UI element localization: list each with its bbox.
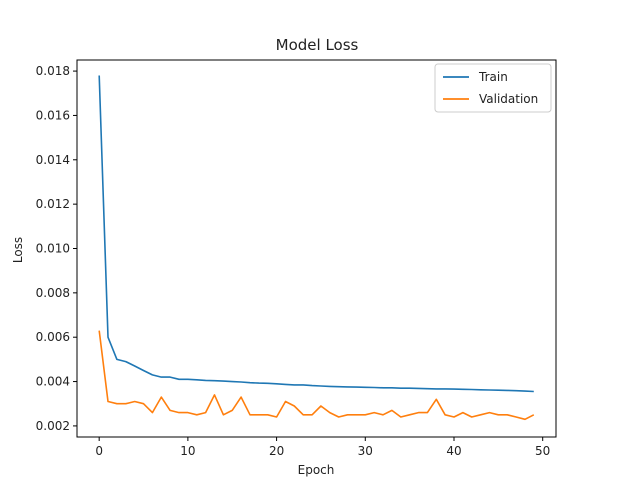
series-line-train xyxy=(98,75,534,393)
y-tick-label: 0.016 xyxy=(36,108,70,122)
x-tick-label: 40 xyxy=(446,444,461,458)
x-tick-label: 20 xyxy=(269,444,284,458)
legend-box xyxy=(434,63,552,113)
y-tick-label: 0.018 xyxy=(36,64,70,78)
legend-label-train: Train xyxy=(478,70,508,84)
y-tick-label: 0.006 xyxy=(36,330,70,344)
x-tick-label: 50 xyxy=(535,444,550,458)
series-layer xyxy=(98,75,535,421)
legend: Train Validation xyxy=(434,63,552,113)
y-axis-label: Loss xyxy=(11,237,25,263)
chart-title: Model Loss xyxy=(276,36,359,54)
x-axis-ticks: 0 10 20 30 40 50 xyxy=(95,437,550,458)
y-tick-label: 0.012 xyxy=(36,197,70,211)
x-tick-label: 0 xyxy=(95,444,103,458)
plot-frame xyxy=(76,59,557,438)
y-tick-label: 0.002 xyxy=(36,419,70,433)
x-tick-label: 10 xyxy=(180,444,195,458)
y-tick-label: 0.008 xyxy=(36,286,70,300)
x-tick-label: 30 xyxy=(358,444,373,458)
y-tick-label: 0.004 xyxy=(36,375,70,389)
y-axis-ticks: 0.002 0.004 0.006 0.008 0.010 0.012 0.014 0.016… xyxy=(36,64,77,433)
x-axis-label: Epoch xyxy=(298,463,335,477)
series-line-validation xyxy=(98,330,535,421)
y-tick-label: 0.010 xyxy=(36,242,70,256)
y-tick-label: 0.014 xyxy=(36,153,70,167)
legend-label-validation: Validation xyxy=(479,92,538,106)
